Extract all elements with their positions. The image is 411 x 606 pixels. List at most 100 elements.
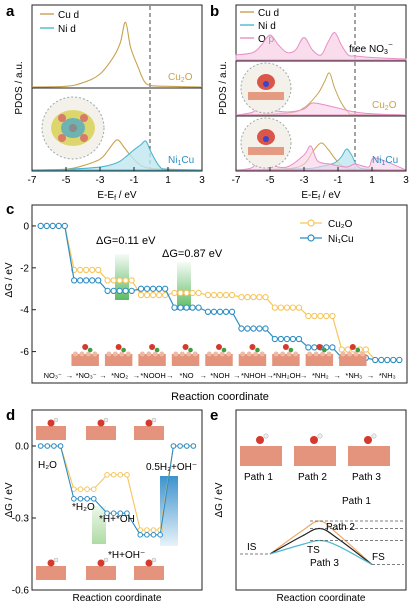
panel-c-slab xyxy=(205,354,233,366)
atom xyxy=(360,351,366,357)
panel-c-point xyxy=(83,277,90,284)
panel-a-ni1cu-nid-curve xyxy=(31,140,203,171)
panel-a-ylabel: PDOS / a.u. xyxy=(14,61,25,114)
panel-c-point xyxy=(238,325,245,332)
panel-c-legend-cu2o-marker xyxy=(307,219,315,227)
atom xyxy=(286,351,292,357)
atom xyxy=(353,351,359,357)
panel-a-cu2o-cud-curve xyxy=(31,21,203,88)
panel-d-point xyxy=(90,496,97,502)
panel-c-slab xyxy=(71,354,99,366)
panel-c-point xyxy=(329,344,336,351)
adsorbate-h xyxy=(317,433,323,439)
panel-c-point xyxy=(43,222,50,230)
panel-c-point xyxy=(177,289,184,297)
panel-a-legend-ni: Ni d xyxy=(58,24,76,35)
panel-c-point xyxy=(204,291,212,299)
panel-b-frame xyxy=(235,4,407,172)
atom xyxy=(159,351,165,357)
panel-c-point xyxy=(228,291,236,299)
panel-c-point xyxy=(143,291,151,299)
panel-c-point xyxy=(177,304,184,311)
panel-d-barrier-bar-1 xyxy=(92,506,106,544)
panel-d-point xyxy=(144,527,150,533)
panel-c-point xyxy=(305,312,312,320)
panel-d: d ΔG / eV 0.0 -0.3 -0.6 H₂O *H₂O *H+*OH *H… xyxy=(4,407,203,604)
panel-e-structures xyxy=(240,433,390,466)
panel-e-slab xyxy=(294,446,336,466)
panel-e-ts-label: TS xyxy=(307,545,320,556)
panel-c-point xyxy=(195,304,202,311)
panel-c-legend-ni1cu-marker xyxy=(307,234,315,242)
panel-c-point xyxy=(204,308,212,315)
panel-c-point xyxy=(289,335,297,343)
adsorbate-o xyxy=(145,419,153,427)
panel-c-slab xyxy=(272,354,300,366)
panel-d-slab xyxy=(134,426,164,440)
panel-d-series-line-1 xyxy=(40,445,194,536)
atom xyxy=(226,351,232,357)
panel-c-point xyxy=(295,304,303,311)
panel-c-point xyxy=(116,287,123,295)
panel-e-slab xyxy=(240,446,282,466)
panel-c-point xyxy=(171,289,178,297)
panel-d-series xyxy=(37,443,197,538)
atom xyxy=(246,351,252,357)
panel-c-legend-cu2o: Cu₂O xyxy=(328,219,353,230)
panel-c: c ΔG / eV 0-2-4-6 ΔG=0.11 eV ΔG=0.87 eV … xyxy=(4,201,408,403)
panel-d-ylabel: ΔG / eV xyxy=(4,482,15,517)
panel-c-xlabel: Reaction coordinate xyxy=(171,391,269,403)
panel-c-point xyxy=(311,344,318,351)
panel-c-annotation-1: ΔG=0.11 eV xyxy=(96,235,156,247)
panel-c-ytick-label: -4 xyxy=(20,305,29,316)
panel-c-point xyxy=(110,287,117,295)
panel-d-yticks: 0.0 -0.3 -0.6 xyxy=(12,442,36,597)
panel-e-slab xyxy=(348,446,390,466)
panel-c-point xyxy=(329,312,336,320)
panel-d-point xyxy=(124,510,130,517)
adsorbate-h xyxy=(151,557,157,563)
adsorbate-o xyxy=(282,344,289,350)
atom xyxy=(320,351,326,357)
adsorbate-n xyxy=(121,347,126,353)
panel-e-curves xyxy=(240,520,404,566)
panel-d-point xyxy=(190,443,197,449)
panel-c-point xyxy=(143,285,151,292)
adsorbate-o xyxy=(149,344,156,350)
adsorbate-o xyxy=(47,559,55,567)
panel-c-point xyxy=(238,293,245,301)
panel-b-xtick-label: 3 xyxy=(403,175,409,186)
panel-d-point xyxy=(157,532,163,538)
atom xyxy=(85,351,91,357)
panel-c-slab xyxy=(171,354,200,366)
panel-c-step-label: *NOOH xyxy=(140,371,165,380)
panel-c-point xyxy=(161,285,169,292)
panel-c-point xyxy=(149,285,157,292)
panel-b-letter: b xyxy=(210,3,219,20)
panel-c-point xyxy=(77,277,84,284)
panel-a-xlabel: E-Ef / eV xyxy=(97,190,137,202)
panel-c-step-arrow: → xyxy=(333,371,341,380)
atom xyxy=(192,351,198,357)
panel-d-point xyxy=(37,443,44,449)
panel-c-step-arrow: → xyxy=(300,371,308,380)
panel-c-point xyxy=(189,304,196,311)
atom xyxy=(313,351,319,357)
panel-c-point xyxy=(289,304,297,311)
panel-d-slab xyxy=(86,426,116,440)
adsorbate-n xyxy=(322,347,327,353)
panel-e-path2-label: Path 2 xyxy=(326,522,355,533)
panel-a-cu2o-label: Cu2O xyxy=(168,72,193,84)
panel-b-xlabel: E-Ef / eV xyxy=(301,190,341,202)
panel-d-point xyxy=(117,472,124,478)
panel-c-ylabel: ΔG / eV xyxy=(4,262,15,297)
panel-d-point xyxy=(104,510,110,517)
panel-c-point xyxy=(228,308,236,315)
panel-c-point xyxy=(61,222,68,230)
panel-b-legend-ni: Ni d xyxy=(258,21,276,32)
panel-d-point xyxy=(90,486,97,493)
atom xyxy=(80,134,88,142)
adsorbate-o xyxy=(47,419,55,427)
panel-c-point xyxy=(122,277,129,284)
atom xyxy=(112,351,118,357)
